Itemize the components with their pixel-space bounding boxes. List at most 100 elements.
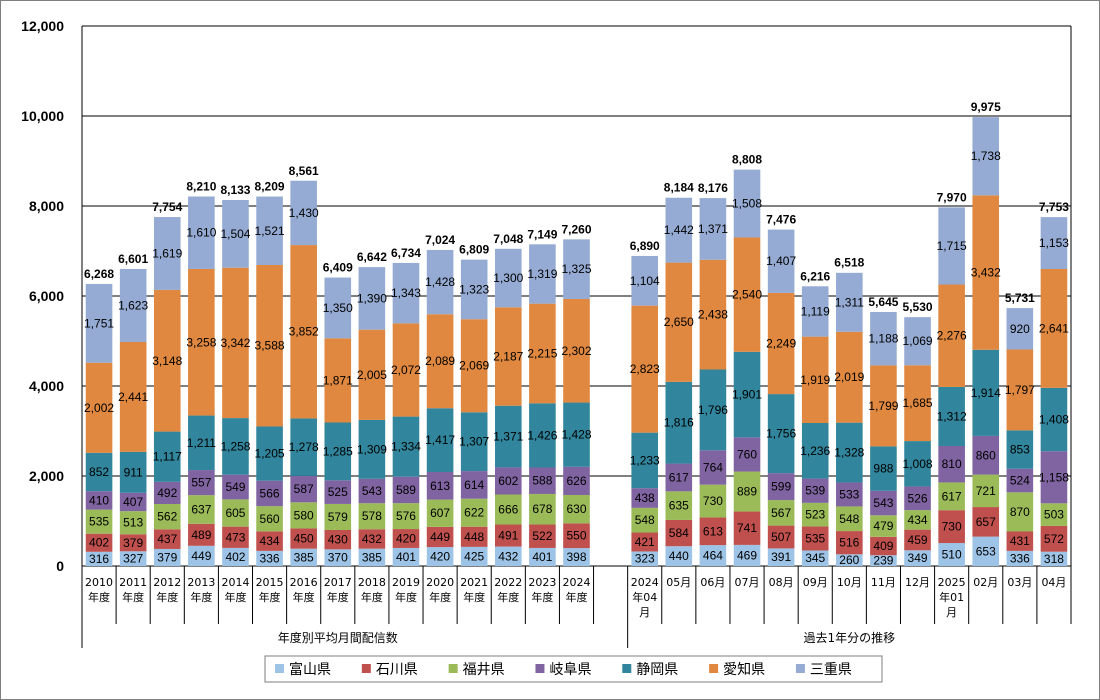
bar-segment <box>631 551 659 566</box>
bar-segment <box>938 207 965 285</box>
x-tick-label: 11月 <box>871 576 896 589</box>
bar-segment <box>836 482 863 507</box>
bar-segment <box>836 506 863 532</box>
bar-segment <box>188 495 215 524</box>
bar-segment <box>188 196 215 269</box>
segment-label: 613 <box>703 524 723 538</box>
bar-segment <box>188 268 215 416</box>
bar-segment <box>836 422 863 483</box>
segment-label: 1,738 <box>971 149 1001 163</box>
segment-label: 1,278 <box>289 440 319 454</box>
bar-segment <box>256 550 283 566</box>
group-label: 年度別平均月間配信数 <box>278 630 398 645</box>
segment-label: 450 <box>294 532 314 546</box>
total-label: 7,476 <box>766 213 796 227</box>
segment-label: 2,072 <box>391 363 421 377</box>
segment-label: 2,823 <box>630 362 660 376</box>
segment-label: 539 <box>805 484 825 498</box>
segment-label: 336 <box>1010 551 1030 565</box>
segment-label: 1,428 <box>425 275 455 289</box>
segment-label: 535 <box>89 515 109 529</box>
segment-label: 548 <box>635 513 655 527</box>
bar-segment <box>938 386 965 446</box>
bar-segment <box>972 474 1000 508</box>
segment-label: 1,307 <box>459 435 489 449</box>
segment-label: 1,300 <box>493 271 523 285</box>
bar-segment <box>188 415 215 471</box>
segment-label: 3,432 <box>971 266 1001 280</box>
segment-label: 543 <box>362 484 382 498</box>
total-label: 9,975 <box>971 100 1001 114</box>
bar-segment <box>358 419 386 479</box>
x-tick-label: 08月 <box>769 576 794 589</box>
bar-segment <box>153 548 181 566</box>
bar-segment <box>153 289 181 432</box>
segment-label: 402 <box>89 536 109 550</box>
bar-segment <box>665 463 693 492</box>
x-tick-label: 12月 <box>905 576 930 589</box>
segment-label: 560 <box>260 512 280 526</box>
bar-segment <box>733 544 761 566</box>
legend-label: 静岡県 <box>636 662 678 678</box>
segment-label: 988 <box>873 462 893 476</box>
bar-segment <box>1006 349 1034 431</box>
segment-label: 523 <box>805 508 825 522</box>
bar-segment <box>904 550 931 566</box>
x-tick-label: 04月 <box>1041 576 1066 589</box>
bar-segment <box>665 491 693 520</box>
segment-label: 578 <box>362 509 382 523</box>
x-tick-label: 2019 <box>392 576 420 589</box>
segment-label: 407 <box>123 495 143 509</box>
group-label: 過去1年分の推移 <box>804 631 896 645</box>
bar-segment <box>870 536 897 556</box>
bar-segment <box>85 491 113 510</box>
total-label: 6,409 <box>323 261 353 275</box>
legend-swatch <box>275 664 284 673</box>
x-tick-label: 06月 <box>700 576 725 589</box>
bar-segment <box>460 471 488 499</box>
segment-label: 420 <box>396 532 416 546</box>
segment-label: 635 <box>669 499 689 513</box>
bar-segment <box>563 466 590 495</box>
segment-label: 548 <box>839 512 859 526</box>
bar-segment <box>1006 531 1034 551</box>
bar-segment <box>699 259 727 370</box>
bar-segment <box>665 381 693 464</box>
segment-label: 1,371 <box>698 222 728 236</box>
bar-segment <box>972 117 1000 196</box>
x-tick-label: 2010 <box>85 576 113 589</box>
bar-segment <box>426 249 454 315</box>
segment-label: 1,233 <box>630 453 660 467</box>
segment-label: 2,005 <box>357 368 387 382</box>
legend-swatch <box>535 664 545 673</box>
segment-label: 401 <box>396 550 416 564</box>
segment-label: 260 <box>839 553 859 567</box>
segment-label: 1,623 <box>118 298 148 312</box>
bar-segment <box>1040 269 1068 388</box>
x-tick-label: 2023 <box>528 576 556 589</box>
x-tick-label: 2013 <box>187 576 215 589</box>
segment-label: 2,276 <box>937 329 967 343</box>
bar-segment <box>358 529 386 549</box>
bar-segment <box>222 547 249 566</box>
segment-label: 760 <box>737 447 757 461</box>
bar-segment <box>290 475 317 503</box>
segment-label: 469 <box>737 548 757 562</box>
bar-segment <box>290 548 317 566</box>
segment-label: 1,158 <box>1039 470 1069 484</box>
bar-segment <box>1006 430 1034 469</box>
bar-segment <box>529 524 556 548</box>
segment-label: 1,756 <box>766 427 796 441</box>
segment-label: 764 <box>703 460 723 474</box>
segment-label: 437 <box>157 532 177 546</box>
bar-segment <box>358 329 386 420</box>
segment-label: 1,117 <box>153 450 182 464</box>
segment-label: 580 <box>294 508 314 522</box>
bar-segment <box>665 519 693 547</box>
segment-label: 522 <box>532 529 552 543</box>
segment-label: 920 <box>1010 322 1030 336</box>
bar-segment <box>392 323 420 417</box>
segment-label: 1,715 <box>937 239 967 253</box>
